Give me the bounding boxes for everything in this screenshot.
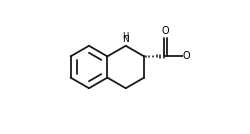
Text: O: O (183, 51, 190, 61)
Text: H: H (122, 32, 129, 41)
Text: O: O (162, 26, 169, 36)
Text: N: N (122, 36, 129, 44)
